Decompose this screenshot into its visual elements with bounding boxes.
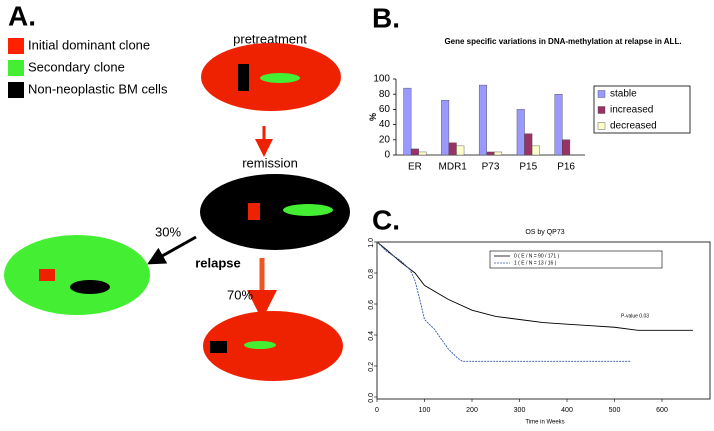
x-tick-label: 0 bbox=[375, 407, 379, 414]
y-tick-label: 1.0 bbox=[368, 238, 375, 248]
y-tick-label: 0.2 bbox=[368, 362, 375, 372]
panel-label: B. bbox=[372, 2, 400, 33]
chart-title: OS by QP73 bbox=[525, 229, 564, 236]
y-tick-label: 0.4 bbox=[368, 331, 375, 341]
legend-label: Initial dominant clone bbox=[28, 37, 150, 52]
legend-label: Non-neoplastic BM cells bbox=[28, 81, 168, 96]
legend-label: increased bbox=[610, 105, 653, 116]
bar bbox=[494, 151, 503, 156]
legend-box bbox=[489, 250, 663, 269]
panel-label: C. bbox=[372, 204, 400, 235]
bar bbox=[531, 145, 540, 156]
bar bbox=[486, 151, 495, 156]
legend-label: 0 ( E / N = 90 / 171 ) bbox=[514, 253, 559, 259]
x-tick-label: 100 bbox=[419, 407, 431, 414]
survival-curve bbox=[376, 241, 632, 362]
clone bbox=[39, 269, 55, 281]
x-tick-label: MDR1 bbox=[439, 162, 468, 173]
stage-label: pretreatment bbox=[233, 31, 307, 46]
legend-swatch bbox=[8, 60, 24, 76]
annotation: P-value 0.03 bbox=[621, 313, 649, 319]
clone bbox=[244, 341, 276, 349]
bar bbox=[441, 100, 450, 156]
y-tick-label: 80 bbox=[379, 89, 391, 100]
x-tick-label: 600 bbox=[656, 407, 668, 414]
bar bbox=[524, 133, 533, 156]
legend-label: stable bbox=[610, 89, 637, 100]
clone bbox=[248, 203, 260, 220]
y-tick-label: 0.6 bbox=[368, 300, 375, 310]
legend-label: 1 ( E / N = 13 / 16 ) bbox=[514, 260, 557, 266]
x-axis-label: Time in Weeks bbox=[525, 420, 564, 426]
clone bbox=[283, 204, 333, 216]
arrow bbox=[147, 235, 197, 265]
branch-label: 70% bbox=[227, 287, 253, 302]
bar bbox=[554, 93, 563, 156]
x-tick-label: 300 bbox=[514, 407, 526, 414]
relapse-label: relapse bbox=[195, 255, 241, 270]
clone bbox=[70, 280, 110, 294]
cell-population bbox=[200, 174, 350, 250]
y-tick-label: 0 bbox=[384, 150, 390, 161]
x-tick-label: 200 bbox=[466, 407, 478, 414]
x-tick-label: 500 bbox=[609, 407, 621, 414]
bar bbox=[410, 148, 419, 156]
clone bbox=[210, 341, 227, 353]
cell-population bbox=[4, 235, 150, 315]
legend-box bbox=[593, 85, 691, 134]
x-tick-label: P15 bbox=[519, 162, 537, 173]
panel-label: A. bbox=[8, 0, 36, 31]
y-tick-label: 0.8 bbox=[368, 269, 375, 279]
bar bbox=[478, 84, 487, 156]
y-tick-label: 60 bbox=[379, 104, 391, 115]
legend-swatch bbox=[8, 38, 24, 54]
y-tick-label: 0.0 bbox=[368, 393, 375, 403]
bar bbox=[456, 145, 465, 156]
branch-label: 30% bbox=[155, 224, 181, 239]
plot-frame bbox=[376, 241, 711, 400]
legend-swatch bbox=[597, 90, 606, 98]
legend-label: Secondary clone bbox=[28, 59, 125, 74]
legend-swatch bbox=[597, 122, 606, 130]
bar bbox=[448, 142, 457, 156]
bar bbox=[516, 109, 525, 156]
legend-label: decreased bbox=[610, 121, 657, 132]
y-tick-label: 20 bbox=[379, 134, 391, 145]
x-tick-label: ER bbox=[408, 162, 422, 173]
y-tick-label: 40 bbox=[379, 119, 391, 130]
bar bbox=[418, 151, 427, 156]
bar bbox=[562, 139, 571, 156]
stage-label: remission bbox=[242, 155, 298, 170]
clone bbox=[260, 73, 300, 83]
x-tick-label: P16 bbox=[557, 162, 575, 173]
y-axis-label: % bbox=[368, 113, 378, 121]
legend-swatch bbox=[8, 82, 24, 98]
x-tick-label: P73 bbox=[482, 162, 500, 173]
clone bbox=[238, 64, 249, 91]
legend-swatch bbox=[597, 106, 606, 114]
chart-title: Gene specific variations in DNA-methylat… bbox=[444, 37, 681, 46]
x-tick-label: 400 bbox=[561, 407, 573, 414]
y-tick-label: 100 bbox=[373, 74, 390, 85]
bar bbox=[403, 87, 412, 156]
